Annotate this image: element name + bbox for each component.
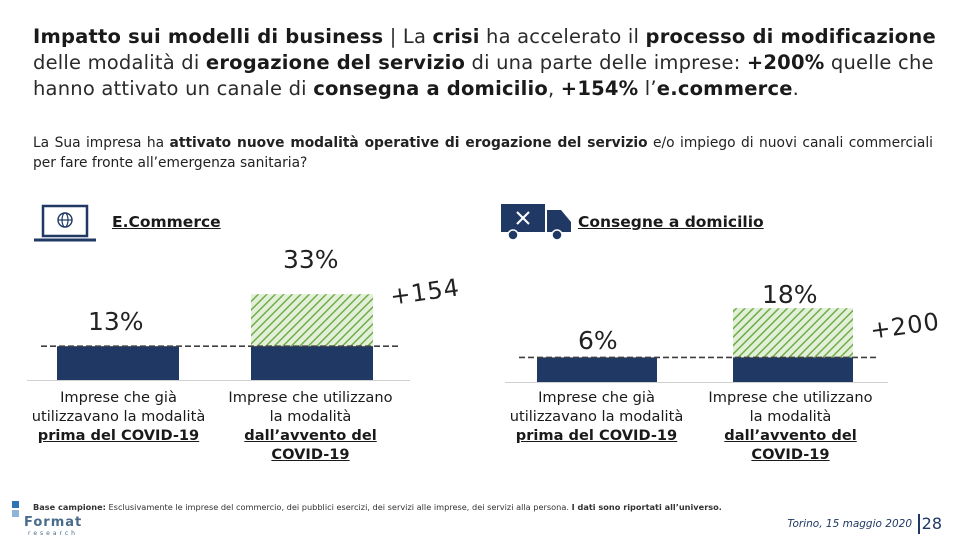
title-topic: Impatto sui modelli di business <box>33 25 384 48</box>
page-number: 28 <box>921 514 942 533</box>
value-label-consegne-after: 18% <box>762 280 818 309</box>
footer-divider <box>918 514 920 534</box>
category-text-emphasis: dall’avvento del COVID-19 <box>724 427 857 463</box>
category-label-ecommerce-before: Imprese che già utilizzavano la modalità… <box>31 388 206 445</box>
logo-square <box>12 510 19 517</box>
title-bold: +154% <box>560 77 639 100</box>
bar-ecommerce-before <box>57 346 179 380</box>
consegne-label: Consegne a domicilio <box>578 213 764 231</box>
category-label-consegne-before: Imprese che già utilizzavano la modalità… <box>509 388 684 445</box>
category-text-emphasis: prima del COVID-19 <box>515 427 678 444</box>
category-text: Imprese che già utilizzavano la modalità <box>509 389 684 425</box>
category-label-ecommerce-after: Imprese che utilizzano la modalità dall’… <box>223 388 398 464</box>
logo-subtitle: research <box>28 530 78 537</box>
footnote-text: Esclusivamente le imprese del commercio,… <box>105 502 572 512</box>
ecommerce-label: E.Commerce <box>112 213 221 231</box>
title-text: | La <box>383 25 433 48</box>
category-text-emphasis: prima del COVID-19 <box>37 427 200 444</box>
title-bold: crisi <box>432 25 480 48</box>
survey-question: La Sua impresa ha attivato nuove modalit… <box>33 133 933 173</box>
value-label-consegne-before: 6% <box>578 326 618 355</box>
page-title: Impatto sui modelli di business | La cri… <box>33 24 938 102</box>
question-text: e/o impiego di nuovi canali commerciali … <box>33 135 934 171</box>
bar-ecommerce-after-base <box>251 346 373 380</box>
question-bold: attivato nuove modalità operative di ero… <box>169 135 648 151</box>
laptop-globe-icon <box>34 204 96 244</box>
footnote: Base campione: Esclusivamente le imprese… <box>33 502 722 512</box>
title-text: . <box>792 77 800 100</box>
title-text: quelle che hanno attivato un canale di <box>33 51 934 100</box>
title-text: di una parte delle imprese: <box>465 51 747 74</box>
category-text: Imprese che già utilizzavano la modalità <box>31 389 206 425</box>
bar-consegne-after-base <box>733 357 853 382</box>
question-text: La Sua impresa ha <box>33 135 170 151</box>
category-label-consegne-after: Imprese che utilizzano la modalità dall’… <box>703 388 878 464</box>
title-bold: +200% <box>746 51 825 74</box>
footnote-bold: Base campione: <box>33 502 106 512</box>
bar-consegne-after-increment <box>733 308 853 358</box>
category-text: Imprese che utilizzano la modalità <box>708 389 873 425</box>
value-label-ecommerce-before: 13% <box>88 307 144 336</box>
category-text: Imprese che utilizzano la modalità <box>228 389 393 425</box>
title-text: l’ <box>638 77 657 100</box>
footer-date: Torino, 15 maggio 2020 <box>787 518 912 530</box>
delivery-truck-icon <box>501 204 573 241</box>
title-text: delle modalità di <box>33 51 206 74</box>
value-label-ecommerce-after: 33% <box>283 245 339 274</box>
logo: Format <box>24 515 83 530</box>
title-bold: processo di modificazione <box>645 25 936 48</box>
title-bold: consegna a domicilio <box>313 77 548 100</box>
title-text: , <box>547 77 561 100</box>
title-text: ha accelerato il <box>479 25 646 48</box>
logo-square <box>12 501 19 508</box>
bar-consegne-before <box>537 357 657 382</box>
title-bold: e.commerce <box>656 77 793 100</box>
bar-ecommerce-after-increment <box>251 294 373 347</box>
footnote-bold: I dati sono riportati all’universo. <box>571 502 722 512</box>
title-bold: erogazione del servizio <box>205 51 466 74</box>
category-text-emphasis: dall’avvento del COVID-19 <box>244 427 377 463</box>
